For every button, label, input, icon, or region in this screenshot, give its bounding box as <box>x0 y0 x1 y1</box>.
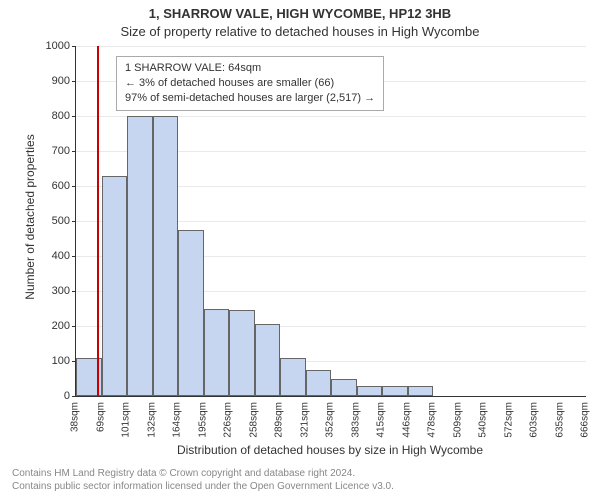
histogram-bar <box>408 386 434 397</box>
histogram-bar <box>204 309 230 397</box>
xtick-label: 446sqm <box>401 402 412 438</box>
xtick-label: 572sqm <box>503 402 514 438</box>
annotation-box: 1 SHARROW VALE: 64sqm ← 3% of detached h… <box>116 56 384 111</box>
histogram-bar <box>127 116 153 396</box>
reference-line <box>97 46 99 396</box>
chart-container: 1, SHARROW VALE, HIGH WYCOMBE, HP12 3HB … <box>0 0 600 500</box>
ytick-mark <box>72 291 76 292</box>
histogram-bar <box>306 370 332 396</box>
annotation-line-1: 1 SHARROW VALE: 64sqm <box>125 61 375 76</box>
ytick-label: 700 <box>30 145 70 157</box>
ytick-mark <box>72 186 76 187</box>
ytick-mark <box>72 46 76 47</box>
annotation-line-3: 97% of semi-detached houses are larger (… <box>125 91 375 106</box>
histogram-bar <box>255 324 281 396</box>
xtick-label: 540sqm <box>478 402 489 438</box>
ytick-mark <box>72 326 76 327</box>
xtick-label: 352sqm <box>325 402 336 438</box>
x-axis-label: Distribution of detached houses by size … <box>75 443 585 457</box>
histogram-bar <box>357 386 383 397</box>
xtick-label: 509sqm <box>452 402 463 438</box>
gridline <box>76 46 586 47</box>
xtick-label: 666sqm <box>580 402 591 438</box>
plot-area: 1 SHARROW VALE: 64sqm ← 3% of detached h… <box>75 46 586 397</box>
ytick-label: 100 <box>30 355 70 367</box>
xtick-label: 603sqm <box>529 402 540 438</box>
ytick-label: 200 <box>30 320 70 332</box>
xtick-label: 321sqm <box>299 402 310 438</box>
chart-title-sub: Size of property relative to detached ho… <box>0 24 600 39</box>
footer-line-1: Contains HM Land Registry data © Crown c… <box>12 468 394 481</box>
histogram-bar <box>382 386 408 397</box>
footer-line-2: Contains public sector information licen… <box>12 481 394 494</box>
ytick-label: 800 <box>30 110 70 122</box>
annotation-line-2: ← 3% of detached houses are smaller (66) <box>125 76 375 91</box>
histogram-bar <box>178 230 204 396</box>
xtick-label: 478sqm <box>427 402 438 438</box>
ytick-label: 400 <box>30 250 70 262</box>
histogram-bar <box>102 176 128 397</box>
xtick-label: 101sqm <box>121 402 132 438</box>
xtick-label: 69sqm <box>95 402 106 432</box>
xtick-label: 132sqm <box>146 402 157 438</box>
ytick-mark <box>72 81 76 82</box>
ytick-label: 300 <box>30 285 70 297</box>
xtick-label: 383sqm <box>350 402 361 438</box>
ytick-label: 600 <box>30 180 70 192</box>
xtick-label: 38sqm <box>70 402 81 432</box>
xtick-label: 635sqm <box>554 402 565 438</box>
histogram-bar <box>229 310 255 396</box>
xtick-label: 289sqm <box>274 402 285 438</box>
histogram-bar <box>153 116 179 396</box>
ytick-label: 900 <box>30 75 70 87</box>
xtick-label: 258sqm <box>248 402 259 438</box>
xtick-label: 226sqm <box>223 402 234 438</box>
xtick-label: 195sqm <box>197 402 208 438</box>
ytick-mark <box>72 256 76 257</box>
ytick-label: 0 <box>30 390 70 402</box>
ytick-mark <box>72 396 76 397</box>
chart-title-main: 1, SHARROW VALE, HIGH WYCOMBE, HP12 3HB <box>0 6 600 21</box>
xtick-label: 415sqm <box>376 402 387 438</box>
ytick-label: 1000 <box>30 40 70 52</box>
ytick-mark <box>72 221 76 222</box>
footer: Contains HM Land Registry data © Crown c… <box>12 468 394 493</box>
ytick-mark <box>72 116 76 117</box>
ytick-mark <box>72 151 76 152</box>
histogram-bar <box>280 358 306 397</box>
xtick-label: 164sqm <box>172 402 183 438</box>
ytick-label: 500 <box>30 215 70 227</box>
histogram-bar <box>331 379 357 397</box>
